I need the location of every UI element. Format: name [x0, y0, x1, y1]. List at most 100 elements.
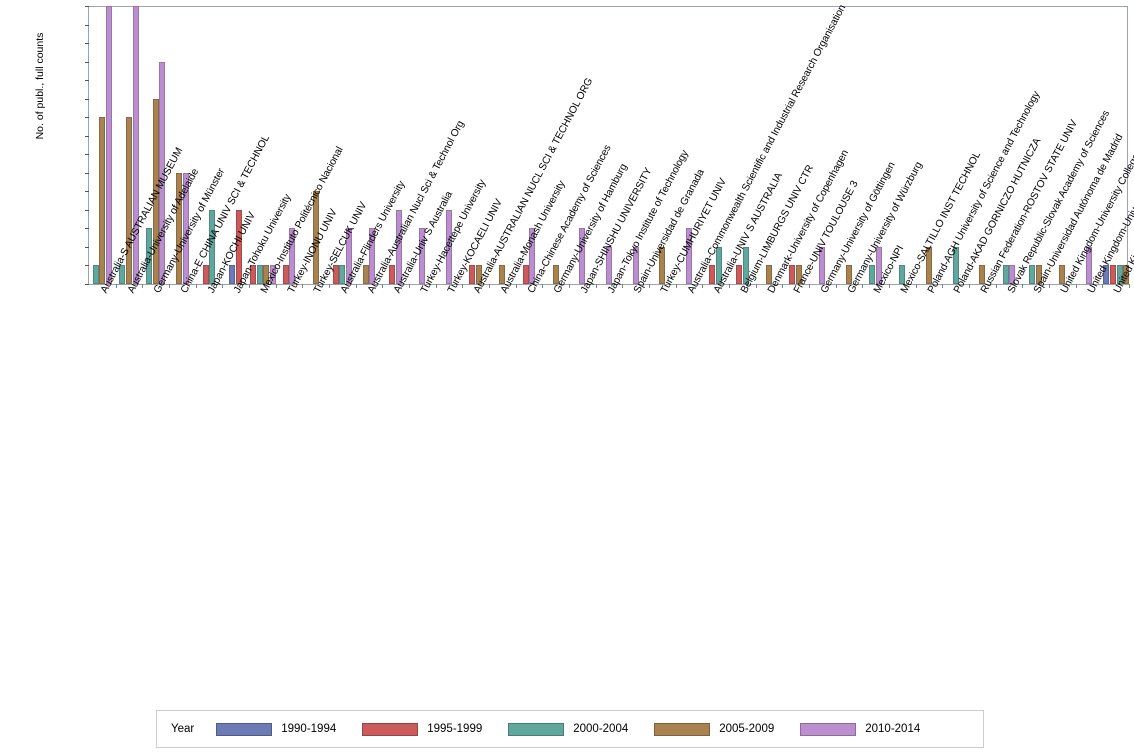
- bar-group: [276, 6, 303, 284]
- bar: [395, 209, 402, 284]
- legend-label: 1990-1994: [281, 723, 337, 735]
- legend-item[interactable]: 1990-1994: [216, 722, 337, 736]
- legend-swatch: [362, 722, 419, 736]
- bar: [105, 6, 112, 284]
- x-axis-line: [88, 284, 1129, 285]
- bar: [1035, 265, 1042, 284]
- bar-group: [1049, 6, 1076, 284]
- x-axis-tick-mark: [222, 284, 224, 288]
- bar: [362, 265, 369, 284]
- y-axis-tick-mark: [85, 284, 89, 285]
- bar: [445, 209, 452, 284]
- bar: [819, 246, 826, 284]
- bar-group: [889, 6, 916, 284]
- bar: [209, 209, 216, 284]
- bar: [845, 265, 852, 284]
- bar-group: [782, 6, 809, 284]
- bar: [552, 265, 559, 284]
- bar: [235, 209, 242, 284]
- bar: [119, 265, 126, 284]
- y-axis-tick-mark: [85, 154, 89, 156]
- legend-item[interactable]: 2005-2009: [654, 722, 774, 736]
- y-axis-title: No. of publ., full counts: [34, 32, 46, 140]
- legend-item[interactable]: 2010-2014: [800, 722, 921, 736]
- bar: [869, 265, 876, 284]
- x-axis-tick-mark: [862, 284, 864, 288]
- legend-item[interactable]: 1995-1999: [362, 722, 482, 736]
- y-axis-tick-mark: [85, 191, 89, 193]
- x-axis-tick-mark: [595, 284, 597, 288]
- bar: [765, 265, 772, 284]
- legend-item[interactable]: 2000-2004: [508, 722, 628, 736]
- bar: [339, 265, 346, 284]
- x-axis-tick-mark: [355, 284, 357, 288]
- bar: [529, 228, 536, 284]
- y-axis-tick-mark: [85, 228, 89, 230]
- y-axis-tick-mark: [85, 24, 89, 26]
- x-axis-tick-mark: [889, 284, 890, 288]
- x-axis-tick-mark: [942, 284, 944, 288]
- y-axis-tick-mark: [85, 117, 89, 119]
- x-axis-tick-mark: [115, 284, 117, 288]
- x-axis-tick-mark: [1102, 284, 1104, 288]
- x-axis-tick-mark: [809, 284, 810, 288]
- bar-group: [996, 6, 1023, 284]
- bar-group: [942, 6, 969, 284]
- bar-group: [569, 6, 596, 284]
- x-axis-tick-mark: [435, 284, 437, 288]
- bar: [1123, 265, 1130, 284]
- x-axis-tick-mark: [329, 284, 330, 288]
- x-axis-tick-mark: [969, 284, 970, 288]
- bar: [952, 246, 959, 284]
- legend: Year 1990-1994 1995-1999 2000-2004 2005-200…: [156, 710, 984, 748]
- bar: [715, 246, 722, 284]
- x-axis-tick-mark: [782, 284, 784, 288]
- y-axis-tick-mark: [85, 43, 89, 45]
- bar-group: [462, 6, 489, 284]
- y-axis-tick-mark: [85, 61, 89, 63]
- x-axis-tick-mark: [729, 284, 730, 288]
- bar-group: [302, 6, 329, 284]
- bar-group: [409, 6, 436, 284]
- x-axis-tick-mark: [142, 284, 144, 288]
- bar: [1059, 265, 1066, 284]
- y-axis-tick-mark: [85, 80, 89, 82]
- y-axis-tick-mark: [85, 135, 89, 137]
- x-axis-tick-mark: [542, 284, 544, 288]
- bar: [99, 117, 106, 284]
- bar: [795, 265, 802, 284]
- legend-label: 2010-2014: [865, 723, 921, 735]
- bar: [499, 265, 506, 284]
- bar: [419, 228, 426, 284]
- bar-group: [649, 6, 676, 284]
- bar: [229, 265, 236, 284]
- bar: [875, 246, 882, 284]
- bar-group: [436, 6, 463, 284]
- bar-group: [916, 6, 943, 284]
- bar: [389, 265, 396, 284]
- bar-group: [1022, 6, 1049, 284]
- bar-groups: [89, 6, 1130, 284]
- bar: [176, 172, 183, 284]
- bar-group: [809, 6, 836, 284]
- bar: [469, 265, 476, 284]
- bar-group: [1076, 6, 1103, 284]
- bar: [579, 228, 586, 284]
- x-axis-tick-mark: [1075, 284, 1077, 288]
- bar: [659, 246, 666, 284]
- bar-group: [196, 6, 223, 284]
- x-axis-tick-mark: [1049, 284, 1050, 288]
- bar: [1109, 265, 1116, 284]
- bar-group: [329, 6, 356, 284]
- bar: [899, 265, 906, 284]
- bar-group: [596, 6, 623, 284]
- x-axis-tick-mark: [622, 284, 624, 288]
- bar: [1002, 265, 1009, 284]
- x-axis-tick-mark: [702, 284, 704, 288]
- legend-title: Year: [171, 723, 195, 735]
- bar: [475, 265, 482, 284]
- bar-group: [222, 6, 249, 284]
- x-axis-tick-mark: [409, 284, 410, 288]
- bar: [1103, 265, 1110, 284]
